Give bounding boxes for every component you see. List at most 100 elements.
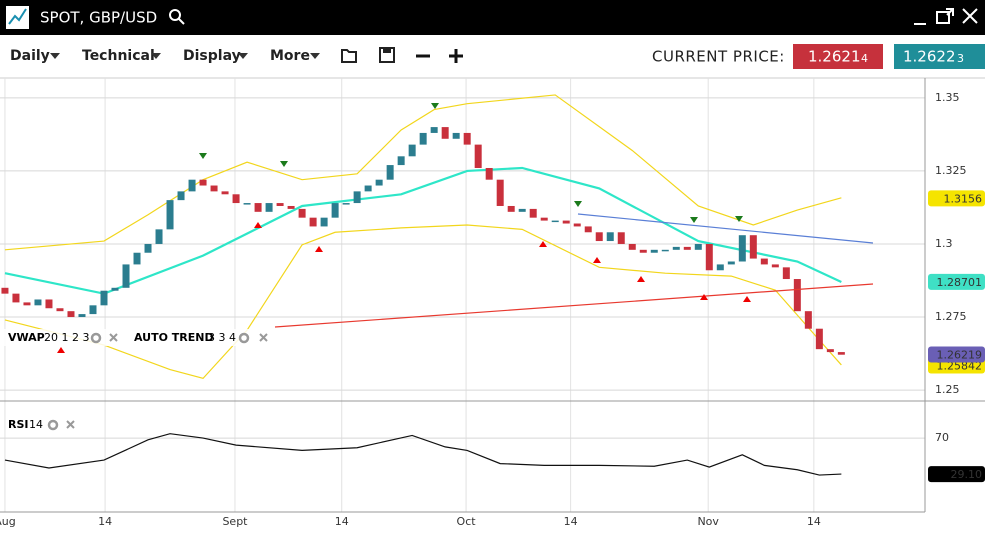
candle xyxy=(463,132,471,145)
settings-icon[interactable] xyxy=(47,419,59,431)
candle xyxy=(276,203,284,206)
remove-icon[interactable] xyxy=(259,333,268,342)
signal-markers-down xyxy=(199,103,743,223)
indicator-line xyxy=(4,166,842,295)
candle xyxy=(1,287,9,294)
window-title: SPOT, GBP/USD xyxy=(40,9,157,27)
candle xyxy=(199,179,207,186)
remove-icon[interactable] xyxy=(66,420,75,429)
candle xyxy=(56,308,64,312)
settings-icon[interactable] xyxy=(238,332,250,344)
caret xyxy=(151,53,161,59)
candle xyxy=(23,302,31,306)
popout-button[interactable] xyxy=(936,8,954,24)
candle xyxy=(353,191,361,204)
legend-rsi-params: 14 xyxy=(29,418,43,431)
candle xyxy=(628,243,636,250)
y-tick-label: 1.25 xyxy=(935,383,960,396)
candle xyxy=(287,205,295,209)
legend-vwap: VWAP xyxy=(8,331,45,344)
candle xyxy=(551,220,559,223)
candle xyxy=(507,205,515,212)
candle xyxy=(771,264,779,268)
price-tag-label: 1.25842 xyxy=(937,359,983,372)
menu-more[interactable]: More xyxy=(270,48,310,64)
candle xyxy=(111,287,119,291)
price-tag xyxy=(928,466,985,483)
candle xyxy=(221,191,229,195)
y-tick-label: 1.35 xyxy=(935,91,960,104)
candle xyxy=(133,252,141,265)
title-bar xyxy=(0,0,985,35)
save-button[interactable] xyxy=(379,47,395,63)
open-button[interactable] xyxy=(341,49,357,63)
candle xyxy=(155,229,163,244)
ask-box[interactable] xyxy=(894,44,985,69)
menu-display[interactable]: Display xyxy=(183,48,241,64)
candle xyxy=(34,299,42,306)
bid-pip: 4 xyxy=(861,52,868,65)
candle xyxy=(232,194,240,204)
candle xyxy=(298,208,306,218)
bid-price: 1.2621 xyxy=(808,48,861,66)
ask-pip: 3 xyxy=(957,52,964,65)
candle xyxy=(441,127,449,139)
candle xyxy=(485,167,493,180)
toolbar: Daily Technical Display More CURRENT PRI… xyxy=(10,44,985,69)
candle xyxy=(78,314,86,318)
candle xyxy=(67,311,75,318)
candle xyxy=(144,243,152,253)
x-tick-label: Aug xyxy=(0,515,16,528)
candle xyxy=(793,279,801,312)
x-tick-label: 14 xyxy=(564,515,578,528)
y-tick-label: 1.3 xyxy=(935,237,953,250)
candle xyxy=(309,217,317,227)
y-tick-label: 1.325 xyxy=(935,164,967,177)
remove-icon[interactable] xyxy=(109,333,118,342)
candle xyxy=(716,264,724,271)
candle xyxy=(639,249,647,253)
candle xyxy=(177,191,185,201)
menu-daily[interactable]: Daily xyxy=(10,48,50,64)
legend-rsi: RSI xyxy=(8,418,29,431)
candle xyxy=(430,127,438,133)
trend-line xyxy=(577,213,874,244)
caret xyxy=(310,53,320,59)
candle xyxy=(210,185,218,192)
bid-box[interactable] xyxy=(793,44,883,69)
search-button[interactable] xyxy=(169,9,185,25)
candle xyxy=(529,208,537,218)
close-button[interactable] xyxy=(962,8,978,24)
price-tag-label: 1.26219 xyxy=(937,348,983,361)
candle xyxy=(650,249,658,253)
x-tick-label: 14 xyxy=(98,515,112,528)
candle xyxy=(727,261,735,265)
candle xyxy=(474,144,482,168)
candle xyxy=(408,144,416,157)
candle xyxy=(375,179,383,186)
candle xyxy=(573,223,581,227)
candle xyxy=(397,156,405,166)
indicator-line xyxy=(4,433,842,476)
candle xyxy=(331,203,339,218)
plot-area: Aug 14 Sept 14 Oct 14 Nov 14 1.25 1.275 1.3 1.325 1.… xyxy=(0,78,985,528)
settings-icon[interactable] xyxy=(90,332,102,344)
x-tick-label: Nov xyxy=(697,515,719,528)
x-tick-label: Sept xyxy=(222,515,248,528)
y-tick-label: 1.275 xyxy=(935,310,967,323)
candle xyxy=(606,232,614,242)
candle xyxy=(782,267,790,280)
legend-trend-params: 3 3 4 xyxy=(208,331,236,344)
candle xyxy=(815,328,823,350)
candle xyxy=(738,235,746,262)
legend-bg xyxy=(4,329,266,346)
candle xyxy=(188,179,196,192)
price-tag-label: 1.28701 xyxy=(937,276,983,289)
candle xyxy=(452,132,460,139)
caret xyxy=(238,53,248,59)
zoom-in-button[interactable] xyxy=(449,49,463,63)
menu-technical[interactable]: Technical xyxy=(82,48,155,64)
x-tick-label: 14 xyxy=(807,515,821,528)
